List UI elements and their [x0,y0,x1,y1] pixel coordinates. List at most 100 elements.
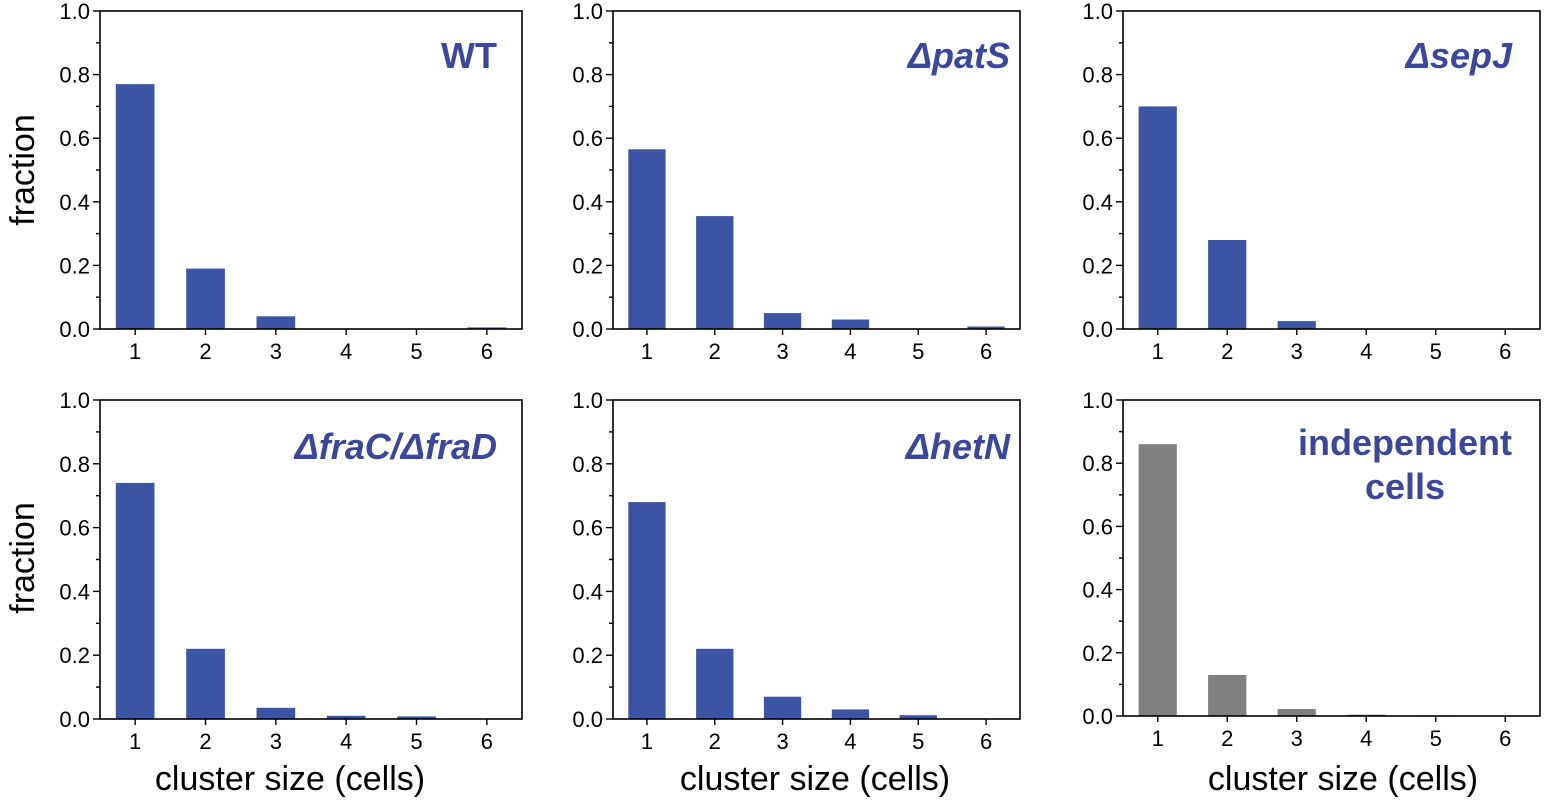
bar-3 [763,313,802,329]
y-tick-label: 0.8 [59,63,90,88]
panel-fraC-fraD: 0.0 0.2 0.4 0.6 0.8 1.0 1 2 3 4 5 6 ΔfraC/ΔfraD [59,388,523,754]
y-tick-label: 0.6 [572,516,603,541]
x-tick-label: 1 [1152,726,1164,751]
y-axis-title-bottom: fraction [4,502,42,614]
y-tick-label: 0.4 [572,190,603,215]
bar-1 [115,482,155,719]
bar-2 [186,268,225,329]
bar-2 [696,216,734,329]
x-axis-title-middle: cluster size (cells) [680,760,950,798]
x-tick-label: 4 [340,339,352,364]
panel-label: WT [441,35,497,76]
panel-wt: 0.0 0.2 0.4 0.6 0.8 1.0 1 2 3 4 5 6 WT [59,0,523,364]
x-tick-label: 6 [980,729,992,754]
bar-3 [763,696,802,719]
bar-5 [899,715,937,719]
y-tick-label: 0.2 [1082,253,1113,278]
y-tick-label: 0.2 [572,643,603,668]
x-tick-label: 2 [199,729,211,754]
panel-label: ΔfraC/ΔfraD [293,426,497,467]
y-tick-label: 0.6 [572,126,603,151]
y-tick-label: 0.4 [59,579,90,604]
y-tick-label: 0.0 [59,317,90,342]
y-tick-label: 0.2 [59,643,90,668]
panel-patS: 0.0 0.2 0.4 0.6 0.8 1.0 1 2 3 4 5 6 ΔpatS [572,0,1021,364]
x-tick-label: 4 [1360,339,1372,364]
x-tick-label: 2 [709,729,721,754]
y-tick-label: 0.6 [1082,126,1113,151]
y-tick-label: 0.0 [59,707,90,732]
x-tick-label: 6 [481,729,493,754]
y-tick-label: 1.0 [1082,0,1113,24]
bar-1 [1138,106,1177,330]
bar-4 [326,715,366,719]
x-tick-label: 3 [270,339,282,364]
bar-1 [628,149,666,329]
y-tick-label: 0.6 [59,126,90,151]
panel-label: ΔsepJ [1404,35,1513,76]
bar-2 [1208,674,1247,716]
x-tick-label: 5 [1430,726,1442,751]
x-tick-label: 5 [912,729,924,754]
y-tick-label: 0.8 [1082,451,1113,476]
bar-4 [831,709,870,719]
x-tick-label: 4 [844,339,856,364]
x-tick-label: 1 [129,339,141,364]
y-tick-label: 0.0 [1082,704,1113,729]
panel-label: independent cells [1298,422,1512,507]
x-tick-label: 3 [776,339,788,364]
x-tick-label: 1 [641,339,653,364]
x-tick-label: 3 [1291,339,1303,364]
bar-3 [256,316,296,329]
y-tick-label: 1.0 [59,0,90,24]
y-tick-label: 1.0 [1082,388,1113,413]
x-tick-label: 5 [912,339,924,364]
x-tick-label: 5 [410,339,422,364]
x-tick-label: 5 [410,729,422,754]
y-tick-label: 0.6 [59,516,90,541]
x-tick-label: 1 [1152,339,1164,364]
bar-4 [831,319,870,329]
x-tick-label: 2 [1221,726,1233,751]
y-tick-label: 0.0 [572,707,603,732]
bar-3 [1277,709,1316,716]
y-tick-label: 0.2 [1082,641,1113,666]
y-tick-label: 1.0 [572,0,603,24]
x-tick-label: 3 [270,729,282,754]
bar-6 [967,326,1005,329]
y-tick-label: 0.2 [59,253,90,278]
bar-5 [397,716,436,719]
y-tick-label: 1.0 [572,388,603,413]
x-tick-label: 2 [709,339,721,364]
x-tick-label: 3 [1291,726,1303,751]
x-tick-label: 2 [199,339,211,364]
y-tick-label: 0.0 [1082,317,1113,342]
y-tick-label: 0.6 [1082,514,1113,539]
x-tick-label: 3 [776,729,788,754]
y-tick-label: 0.0 [572,317,603,342]
panel-hetN: 0.0 0.2 0.4 0.6 0.8 1.0 1 2 3 4 5 6 ΔhetN [572,388,1021,754]
x-tick-label: 6 [1499,339,1511,364]
panel-label: ΔpatS [906,35,1010,76]
panel-label: ΔhetN [904,426,1011,467]
bar-2 [1208,240,1247,329]
x-tick-label: 6 [1499,726,1511,751]
bar-1 [115,84,155,329]
x-tick-label: 4 [1360,726,1372,751]
x-tick-label: 5 [1430,339,1442,364]
x-tick-label: 4 [844,729,856,754]
x-tick-label: 1 [129,729,141,754]
y-tick-label: 0.2 [572,253,603,278]
x-tick-label: 1 [641,729,653,754]
panel-independent-cells: 0.0 0.2 0.4 0.6 0.8 1.0 1 2 3 4 5 6 independent cells [1082,388,1541,751]
x-tick-label: 6 [980,339,992,364]
y-tick-label: 1.0 [59,388,90,413]
y-tick-label: 0.8 [572,452,603,477]
x-tick-label: 6 [481,339,493,364]
x-axis-title-right: cluster size (cells) [1208,760,1478,798]
bar-2 [186,648,225,719]
y-tick-label: 0.4 [59,190,90,215]
y-axis-title-top: fraction [4,114,42,226]
bar-3 [256,707,296,719]
